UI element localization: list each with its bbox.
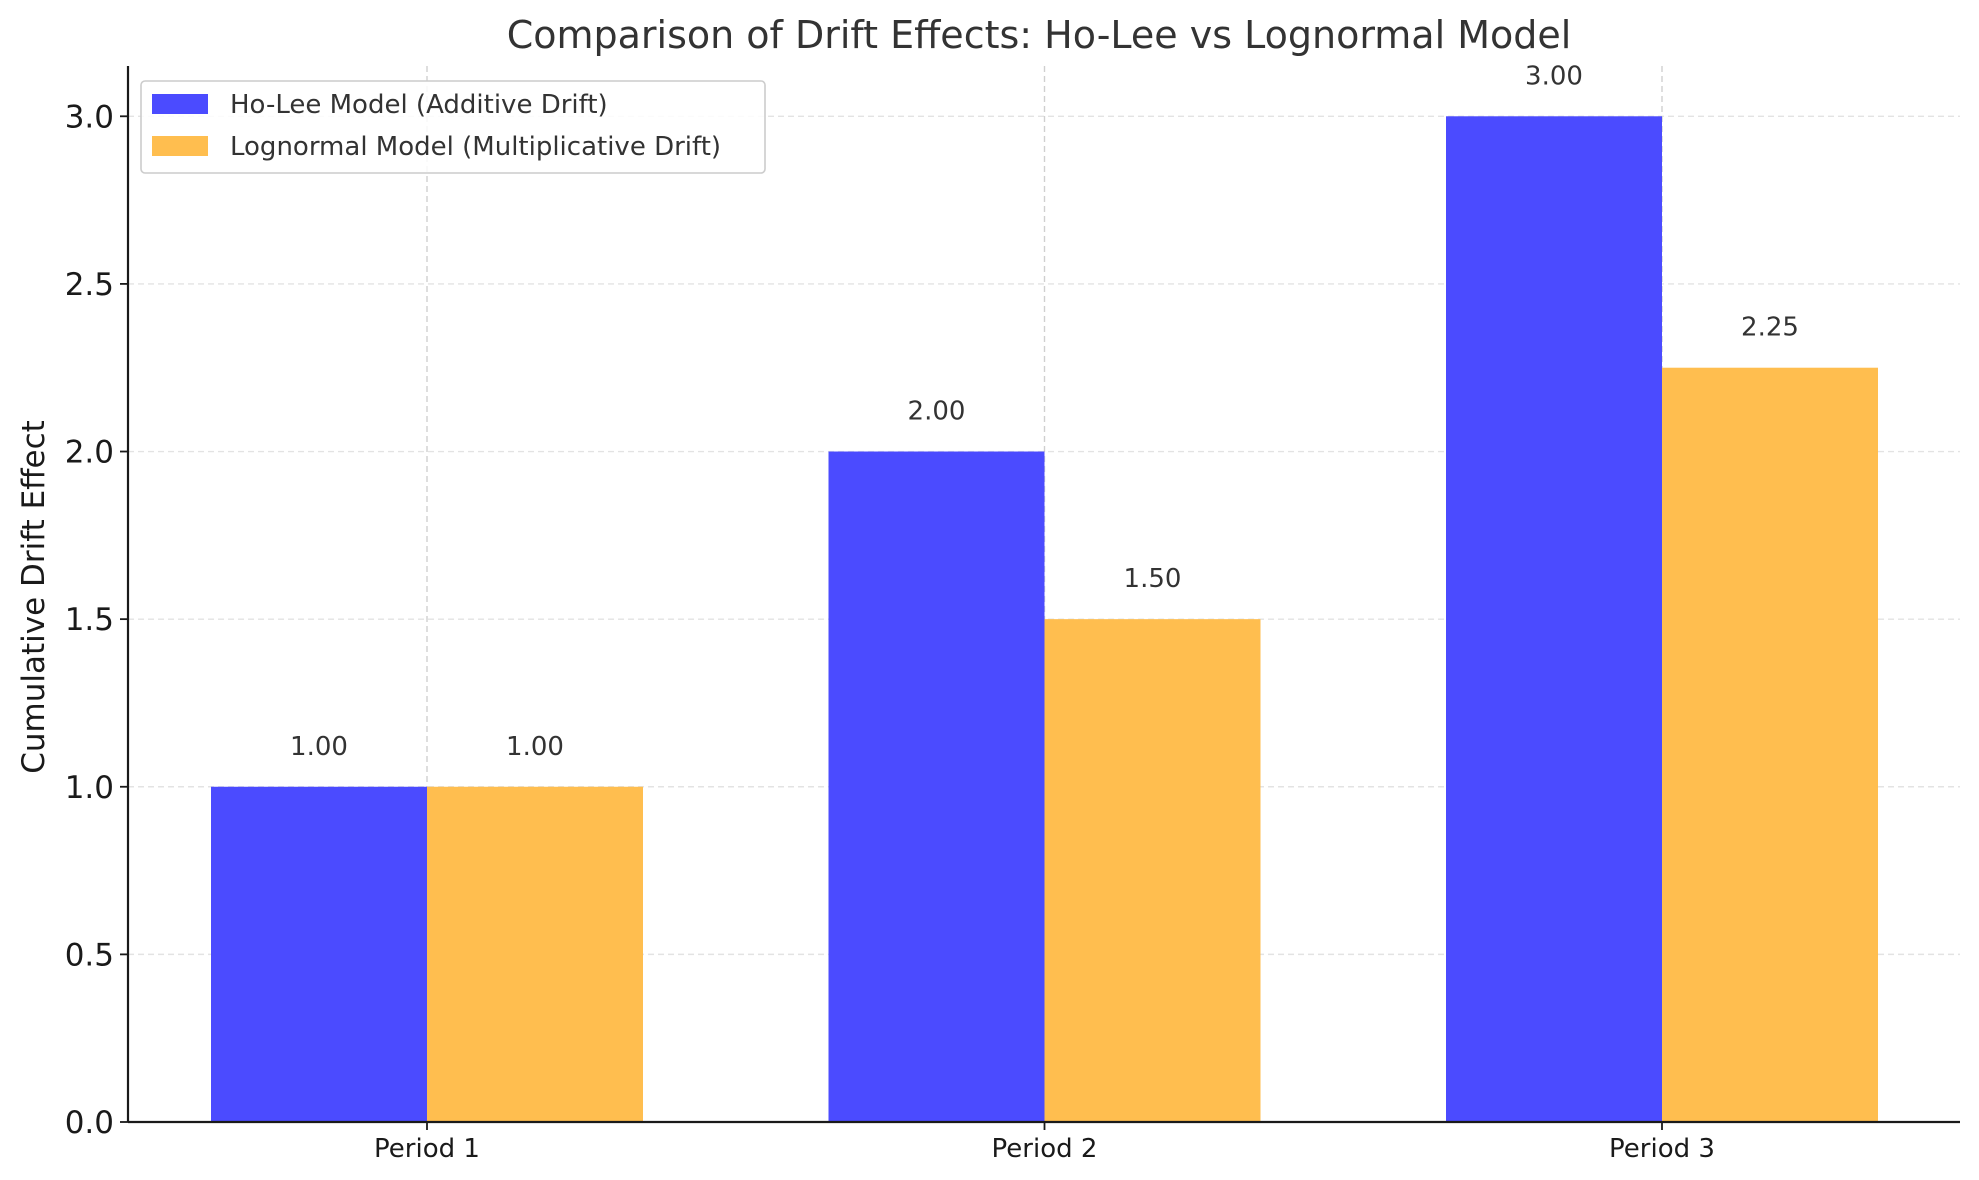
y-tick-label: 1.0 (65, 770, 114, 806)
bar-lognormal-1 (427, 786, 643, 1122)
x-tick-label: Period 3 (1609, 1134, 1715, 1164)
legend-label-lognormal: Lognormal Model (Multiplicative Drift) (230, 132, 721, 162)
data-label: 2.25 (1741, 313, 1799, 343)
data-label: 2.00 (908, 397, 966, 427)
x-tick-label: Period 2 (992, 1134, 1098, 1164)
legend-frame (140, 80, 766, 174)
y-tick-label: 2.0 (65, 435, 114, 471)
axis-layer: 0.0 0.5 1.0 1.5 2.0 2.5 3.0 Period 1 Period 2 Per… (65, 66, 1960, 1164)
x-tick-label: Period 1 (374, 1134, 480, 1164)
y-tick-label: 0.5 (65, 937, 114, 973)
legend-swatch-ho-lee (152, 94, 208, 114)
y-tick-label: 0.0 (65, 1105, 114, 1141)
data-label: 1.00 (506, 732, 564, 762)
legend: Ho-Lee Model (Additive Drift) Lognormal … (140, 80, 766, 174)
bar-ho-lee-3 (1446, 116, 1662, 1123)
data-label: 1.00 (290, 732, 348, 762)
data-label: 1.50 (1124, 564, 1182, 594)
legend-swatch-lognormal (152, 136, 208, 156)
legend-label-ho-lee: Ho-Lee Model (Additive Drift) (230, 90, 608, 120)
y-tick-label: 1.5 (65, 602, 114, 638)
y-tick-label: 2.5 (65, 267, 114, 303)
data-label-layer: 1.00 2.00 3.00 1.00 1.50 2.25 (290, 61, 1799, 761)
y-axis-label: Cumulative Drift Effect (16, 420, 52, 774)
bar-ho-lee-1 (211, 786, 427, 1122)
data-label: 3.00 (1525, 61, 1583, 91)
bar-lognormal-3 (1662, 367, 1878, 1122)
y-tick-label: 3.0 (65, 99, 114, 135)
bar-lognormal-2 (1044, 619, 1261, 1122)
chart-title: Comparison of Drift Effects: Ho-Lee vs L… (507, 13, 1572, 57)
bar-layer (211, 116, 1878, 1123)
bar-ho-lee-2 (828, 451, 1045, 1122)
